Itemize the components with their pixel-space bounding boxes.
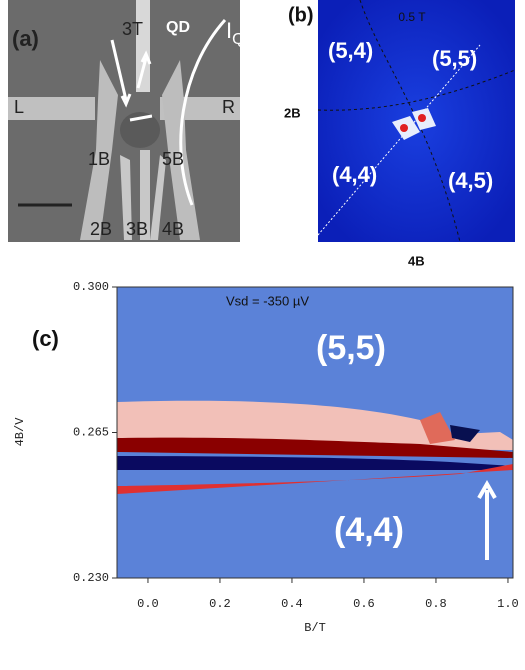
- arrow: [477, 479, 497, 560]
- panel-label: (b): [288, 4, 314, 26]
- gates-bottom: [120, 150, 166, 240]
- axis-label: 2B: [284, 105, 301, 120]
- gate-1b: [80, 60, 118, 240]
- band: [117, 400, 513, 450]
- band: [117, 464, 513, 494]
- state-label: (5,5): [432, 46, 477, 71]
- y-tick-label: 0.300: [73, 280, 109, 294]
- dot: [120, 112, 160, 148]
- x-tick-label: 0.2: [209, 597, 231, 611]
- state-label: (5,4): [328, 38, 373, 63]
- field-label: 0.5 T: [398, 10, 426, 24]
- peak: [400, 124, 408, 132]
- panel-label: (a): [12, 26, 39, 51]
- axis-label: 4B: [408, 253, 425, 268]
- transition-lines: [317, 0, 516, 243]
- gate-3t: [136, 0, 150, 92]
- gate-label: 3B: [126, 219, 148, 239]
- x-tick-label: 0.0: [137, 597, 159, 611]
- axis-label: B/T: [304, 621, 326, 635]
- panel-c: (c) Vsd = -350 µV (5,5) (4,4) 4B/V B/T: [13, 286, 514, 635]
- gate-label: 5B: [162, 149, 184, 169]
- y-tick-label: 0.230: [73, 571, 109, 585]
- panel-b: (b) 0.5 T (5,4) (5,5) (4,4) (4,5) 2B 4B: [284, 0, 516, 268]
- gate-label: L: [14, 97, 24, 117]
- y-tick-label: 0.265: [73, 426, 109, 440]
- axis-label: 4B/V: [13, 417, 27, 447]
- feature: [450, 425, 480, 442]
- panel-a: (a) L R 1B 5B 2B 3B 4B 3T QD IQPC: [8, 0, 267, 242]
- diagonal: [317, 44, 481, 236]
- x-tick-label: 0.6: [353, 597, 375, 611]
- x-tick-label: 1.0: [497, 597, 519, 611]
- x-tick-label: 0.4: [281, 597, 303, 611]
- gate-label: 2B: [90, 219, 112, 239]
- band: [117, 437, 513, 458]
- gate-label: 3T: [122, 19, 143, 39]
- gate-label: 4B: [162, 219, 184, 239]
- state-label: (4,4): [334, 511, 404, 549]
- qd-label: QD: [166, 19, 190, 36]
- current-subscript: QPC: [232, 31, 267, 48]
- current-symbol: I: [226, 18, 232, 43]
- band: [117, 456, 513, 470]
- peak: [418, 114, 426, 122]
- state-label: (5,5): [316, 329, 386, 367]
- gate-label: 1B: [88, 149, 110, 169]
- arrows: [110, 18, 227, 206]
- x-tick-label: 0.8: [425, 597, 447, 611]
- annotation: Vsd = -350 µV: [226, 293, 309, 308]
- gate-label: R: [222, 97, 235, 117]
- panel-label: (c): [32, 326, 59, 351]
- state-label: (4,5): [448, 168, 493, 193]
- state-label: (4,4): [332, 162, 377, 187]
- feature: [420, 412, 455, 444]
- current-label: IQPC: [226, 18, 267, 48]
